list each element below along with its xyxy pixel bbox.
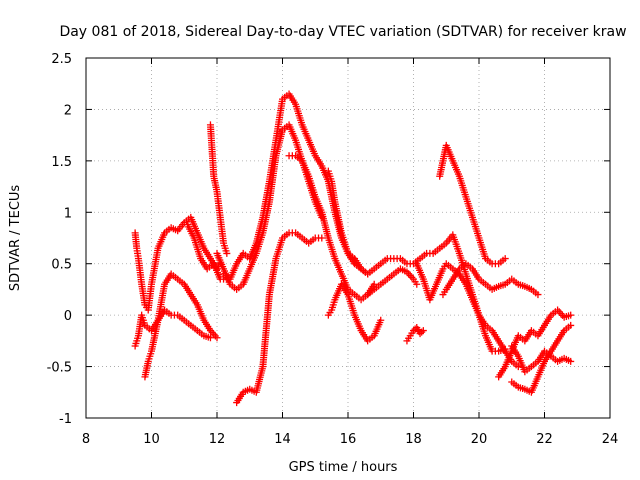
data-point [567,357,575,365]
series-track-1 [131,213,224,314]
x-axis-label: GPS time / hours [289,460,398,475]
data-point [318,234,326,242]
series-track-13 [403,323,427,345]
data-point [410,327,417,335]
data-point [501,255,509,263]
x-tick-label: 18 [405,432,422,447]
data-point [534,291,542,299]
data-point [514,363,522,371]
y-tick-label: 1 [64,206,72,221]
y-tick-label: 1.5 [51,155,72,170]
x-tick-label: 20 [471,432,488,447]
series-track-10 [324,167,509,355]
series-track-18 [508,321,575,396]
y-tick-label: 0.5 [51,258,72,273]
y-tick-label: 0 [64,309,72,324]
series-track-6 [213,121,326,293]
data-point [206,334,214,342]
x-tick-label: 22 [536,432,553,447]
y-tick-label: -1 [59,412,72,427]
series-track-9 [285,152,378,304]
series-track-17 [495,306,575,381]
x-tick-label: 16 [340,432,357,447]
data-point [416,330,424,338]
axis-ticks [85,57,611,419]
data-point [567,311,575,319]
series-track-14 [436,141,509,268]
x-tick-label: 12 [209,432,226,447]
series-track-19 [508,342,575,376]
data-point [377,316,385,324]
data-point [419,327,427,335]
series-track-16 [439,260,542,299]
y-tick-label: 2 [64,103,72,118]
x-tick-label: 24 [602,432,619,447]
series-track-15 [413,260,522,371]
series-track-12 [364,265,421,299]
data-series [131,90,575,407]
data-point [223,249,231,257]
y-tick-label: -0.5 [47,361,72,376]
data-point [418,328,426,336]
series-track-5 [206,121,231,257]
axis-tick-labels: 8 10 12 14 16 18 20 22 24 -1 -0.5 0 0.5 1 1.5 2 2.5 [47,52,619,447]
data-point [567,321,575,329]
series-track-11 [324,280,385,345]
y-tick-label: 2.5 [51,52,72,67]
series-track-3 [131,306,214,350]
chart-title: Day 081 of 2018, Sidereal Day-to-day VTE… [59,24,626,40]
data-point [213,334,221,342]
y-axis-label: SDTVAR / TECUs [8,185,23,292]
series-track-7 [233,229,326,407]
x-tick-label: 8 [82,432,90,447]
data-point [413,280,421,288]
x-tick-label: 14 [274,432,291,447]
x-tick-label: 10 [143,432,160,447]
